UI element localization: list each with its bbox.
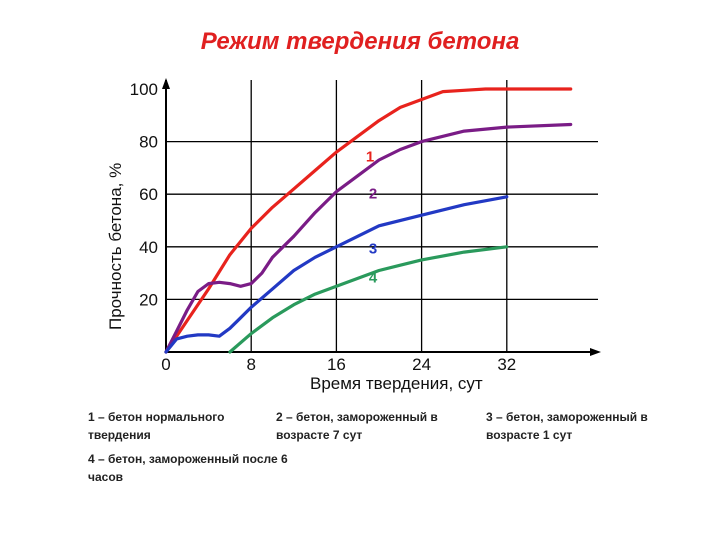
legend-entry-1: 1 – бетон нормального твердения bbox=[88, 410, 225, 442]
series-line-2 bbox=[164, 122, 573, 354]
x-axis-arrow bbox=[590, 348, 601, 356]
x-tick-label-8: 8 bbox=[246, 355, 255, 374]
legend-entry-4: 4 – бетон, замороженный после 6 часов bbox=[88, 452, 288, 484]
series-line-1 bbox=[164, 87, 573, 354]
series-label-4: 4 bbox=[369, 270, 378, 287]
x-tick-label-0: 0 bbox=[161, 355, 170, 374]
series-line-3 bbox=[164, 195, 509, 354]
x-axis-label: Время твердения, сут bbox=[310, 374, 483, 393]
x-tick-label-32: 32 bbox=[497, 355, 516, 374]
y-tick-label-100: 100 bbox=[130, 80, 158, 99]
y-axis-arrow bbox=[162, 78, 170, 89]
y-tick-label-80: 80 bbox=[139, 133, 158, 152]
series-label-1: 1 bbox=[366, 149, 374, 166]
series-label-2: 2 bbox=[369, 185, 377, 202]
x-tick-label-24: 24 bbox=[412, 355, 431, 374]
legend-entry-2: 2 – бетон, замороженный в возрасте 7 сут bbox=[276, 410, 438, 442]
chart-title: Режим твердения бетона bbox=[200, 28, 520, 55]
series-label-3: 3 bbox=[369, 241, 377, 258]
y-tick-label-20: 20 bbox=[139, 290, 158, 309]
y-tick-label-60: 60 bbox=[139, 185, 158, 204]
y-tick-label-40: 40 bbox=[139, 238, 158, 257]
legend-entry-3: 3 – бетон, замороженный в возрасте 1 сут bbox=[486, 410, 648, 442]
y-axis-label: Прочность бетона, % bbox=[106, 162, 125, 330]
series-line-4 bbox=[228, 245, 509, 354]
x-tick-label-16: 16 bbox=[327, 355, 346, 374]
